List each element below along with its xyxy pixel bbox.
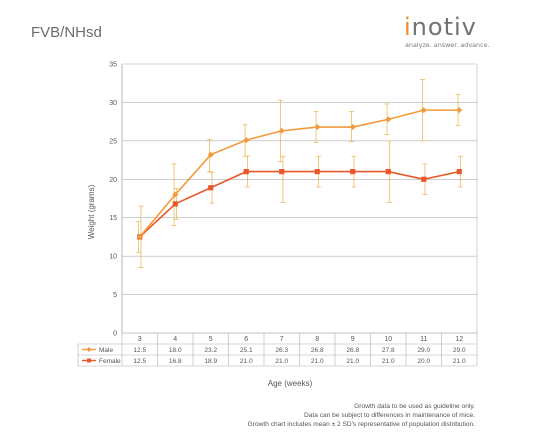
x-tick-label: 4: [173, 336, 177, 343]
data-table-value: 26.8: [346, 347, 359, 354]
data-table-value: 21.0: [453, 358, 466, 365]
series-line-female: [139, 170, 460, 238]
strain-title: FVB/NHsd: [31, 24, 102, 41]
footnote-line: Growth chart includes mean ± 2 SD's repr…: [247, 421, 475, 428]
data-table-value: 29.0: [453, 347, 466, 354]
x-axis-label: Age (weeks): [268, 379, 313, 388]
data-point-female: [279, 169, 285, 175]
legend-marker-square: [87, 358, 91, 363]
data-point-male: [278, 127, 285, 134]
y-tick-label: 5: [113, 292, 117, 299]
series-line-male: [139, 109, 460, 238]
legend-marker-diamond: [86, 347, 92, 352]
data-table-value: 18.9: [204, 358, 217, 365]
x-tick-label: 12: [455, 336, 463, 343]
x-tick-label: 3: [138, 336, 142, 343]
data-table-value: 26.8: [311, 347, 324, 354]
data-table-value: 12.5: [133, 347, 146, 354]
data-point-female: [172, 201, 178, 207]
legend-series-name: Female: [99, 358, 121, 365]
y-tick-label: 10: [109, 254, 117, 261]
data-point-female: [421, 176, 427, 182]
footnote-line: Growth data to be used as guideline only…: [354, 403, 475, 410]
data-point-male: [456, 107, 463, 114]
x-tick-label: 5: [209, 336, 213, 343]
data-point-male: [349, 124, 356, 131]
y-tick-label: 30: [109, 100, 117, 107]
data-point-male: [243, 137, 250, 144]
x-tick-label: 10: [384, 336, 392, 343]
y-axis-label: Weight (grams): [87, 184, 96, 239]
data-point-male: [385, 116, 392, 123]
data-table-value: 21.0: [311, 358, 324, 365]
x-tick-label: 9: [351, 336, 355, 343]
data-point-female: [385, 169, 391, 175]
logo-tagline: analyze. answer. advance.: [405, 41, 490, 49]
x-tick-label: 11: [420, 336, 427, 343]
y-tick-label: 15: [109, 215, 117, 222]
data-point-male: [314, 124, 321, 131]
x-tick-label: 8: [315, 336, 319, 343]
data-point-male: [172, 191, 179, 198]
chart-gridlines: 0 5 10 15 20 25 30 35: [109, 62, 478, 338]
data-table-value: 18.0: [169, 347, 182, 354]
footnote-line: Data can be subject to differences in ma…: [303, 412, 475, 419]
data-point-female: [314, 169, 320, 175]
data-table-value: 21.0: [382, 358, 395, 365]
y-tick-label: 0: [113, 331, 117, 338]
data-table-value: 16.8: [169, 358, 182, 365]
data-point-male: [207, 151, 214, 158]
data-table-value: 23.2: [204, 347, 217, 354]
data-table-value: 21.0: [275, 358, 288, 365]
y-tick-label: 20: [109, 177, 117, 184]
data-point-female: [243, 169, 249, 175]
data-table-value: 21.0: [240, 358, 253, 365]
x-tick-label: 7: [280, 336, 284, 343]
logo-wordmark: inotiv: [404, 13, 477, 41]
data-point-female: [350, 169, 356, 175]
data-point-male: [136, 233, 143, 240]
data-point-male: [420, 107, 427, 114]
legend-series-name: Male: [99, 347, 113, 354]
y-tick-label: 35: [109, 62, 117, 69]
series-lines: [139, 109, 460, 238]
data-table-value: 29.0: [417, 347, 430, 354]
data-table-value: 20.0: [417, 358, 430, 365]
data-point-female: [208, 185, 214, 191]
data-table-value: 26.3: [275, 347, 288, 354]
inotiv-logo: inotiv analyze. answer. advance.: [404, 13, 490, 50]
data-table-value: 21.0: [346, 358, 359, 365]
y-tick-label: 25: [109, 138, 117, 145]
data-table-value: 27.8: [382, 347, 395, 354]
data-table: 3 4 5 6 7 8 9 10 11 12 Male 12.5 18.0 23.2 25.1 26.3 26.…: [77, 332, 478, 367]
series-markers: [136, 107, 463, 240]
error-bars: [136, 79, 463, 269]
data-point-female: [456, 169, 462, 175]
data-table-value: 12.5: [133, 358, 146, 365]
x-tick-label: 6: [244, 336, 248, 343]
data-table-value: 25.1: [240, 347, 253, 354]
footnotes: Growth data to be used as guideline only…: [175, 402, 475, 429]
